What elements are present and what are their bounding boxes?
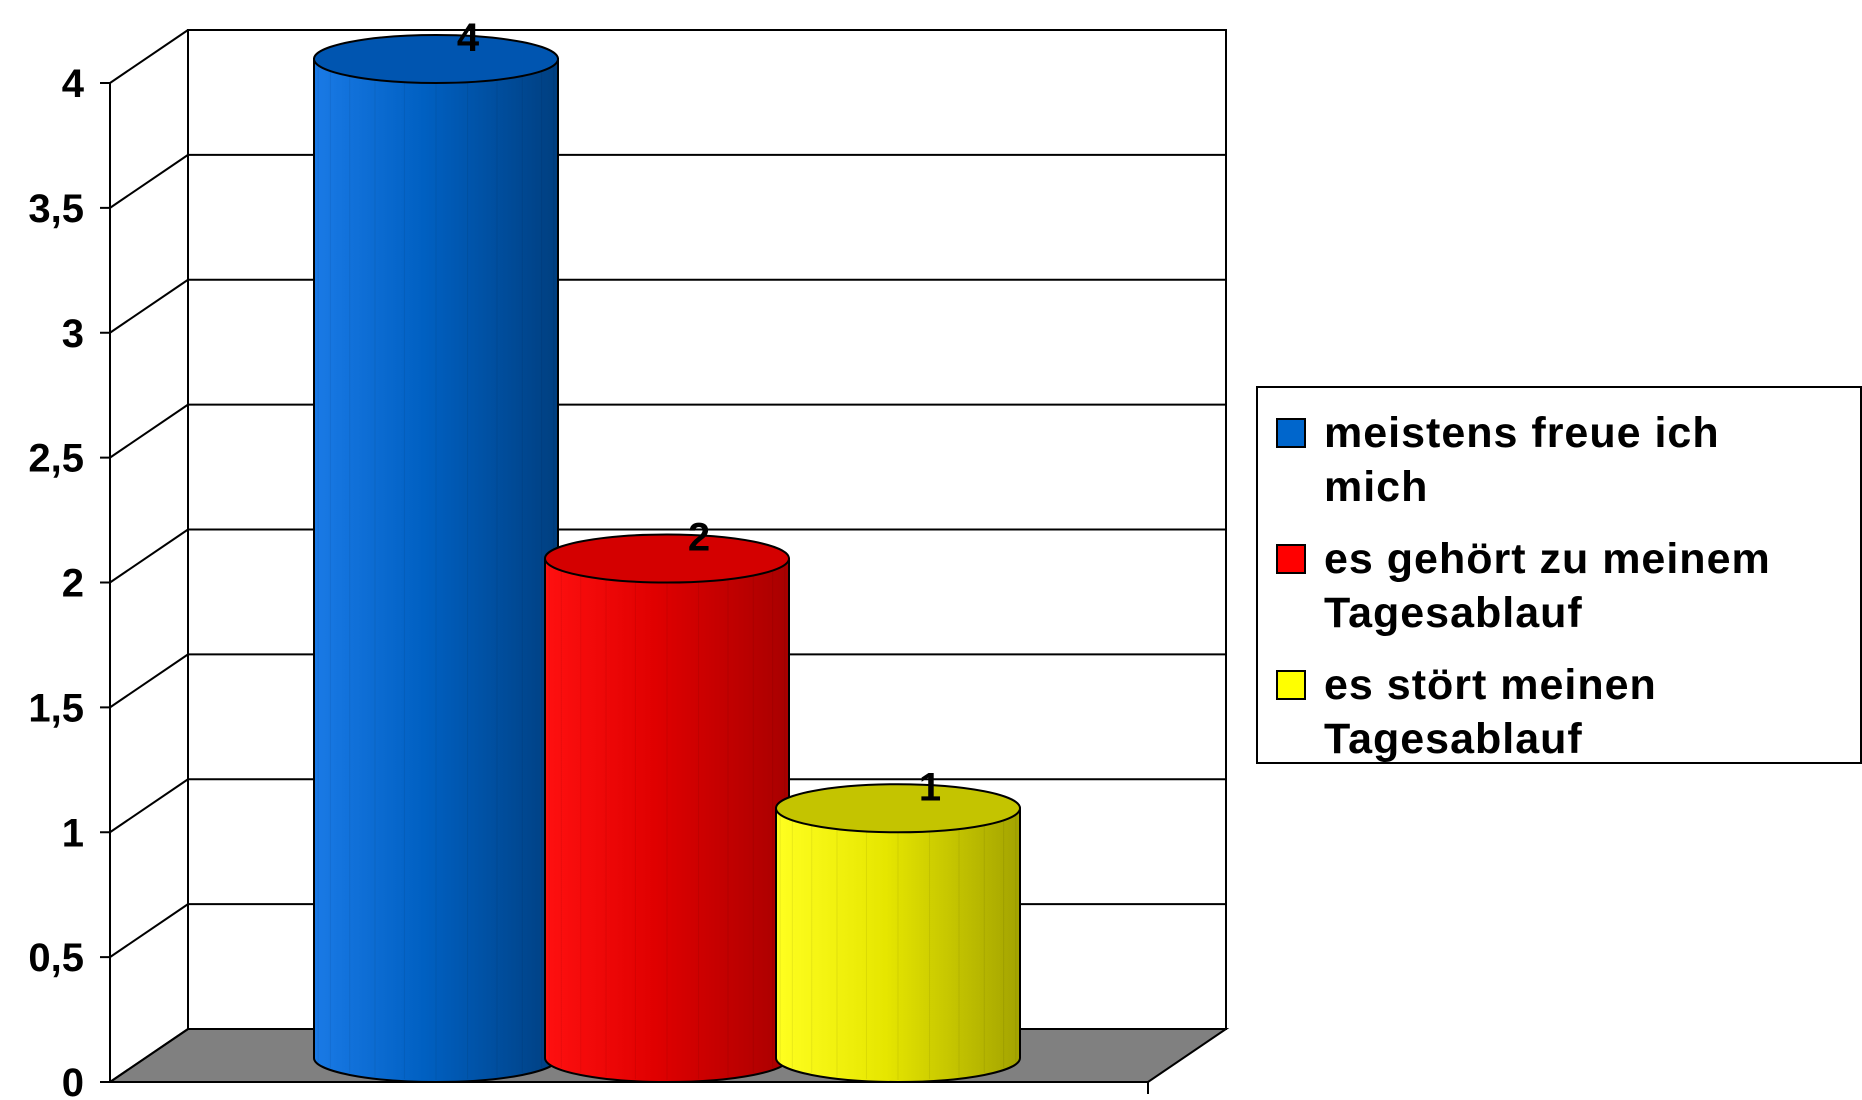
side-wall-line [109, 653, 189, 709]
side-wall-line [109, 903, 189, 958]
bar-body [313, 58, 559, 1083]
legend-swatch-yellow [1276, 670, 1306, 700]
legend-label-line1: meistens freue ich [1324, 409, 1720, 457]
y-tick-label: 0,5 [28, 936, 84, 980]
legend-label-line1: es stört meinen [1324, 661, 1657, 709]
y-tick-label: 3,5 [28, 187, 84, 231]
bar-2 [775, 783, 1021, 1083]
bar-body [775, 807, 1021, 1083]
y-tick-label: 2 [62, 562, 84, 606]
side-wall-line [109, 778, 189, 834]
data-label-1: 2 [688, 516, 710, 560]
bars [313, 34, 1021, 1083]
side-wall-line [109, 29, 189, 84]
legend-item-gehoert-zu: es gehört zu meinem Tagesablauf [1276, 532, 1850, 640]
bar-1 [544, 533, 790, 1083]
bar-0 [313, 34, 559, 1083]
data-labels: 4 2 1 [457, 16, 941, 809]
legend: meistens freue ich mich es gehört zu mei… [1256, 386, 1862, 764]
legend-label-line2: Tagesablauf [1324, 589, 1583, 637]
y-tick-label: 1 [62, 811, 84, 855]
legend-swatch-blue [1276, 418, 1306, 448]
data-label-0: 4 [457, 16, 480, 60]
side-wall-line [109, 403, 189, 459]
legend-item-stoert: es stört meinen Tagesablauf [1276, 658, 1850, 766]
y-tick-label: 4 [62, 62, 85, 106]
legend-item-meistens-freue: meistens freue ich mich [1276, 406, 1850, 514]
data-label-2: 1 [919, 765, 941, 809]
bar-top [313, 34, 559, 84]
legend-swatch-red [1276, 544, 1306, 574]
side-wall-line [109, 154, 189, 209]
y-tick-label: 2,5 [28, 437, 84, 481]
legend-label-line2: mich [1324, 463, 1429, 511]
side-wall-line [109, 1028, 189, 1083]
bar-top [775, 783, 1021, 834]
side-wall-line [109, 278, 189, 334]
y-tick-label: 0 [62, 1061, 84, 1100]
y-tick-label: 1,5 [28, 686, 84, 730]
bar-body [544, 557, 790, 1083]
bar-top [544, 533, 790, 584]
legend-label-line2: Tagesablauf [1324, 715, 1583, 763]
side-wall-line [109, 528, 189, 584]
y-tick-label: 3 [62, 312, 84, 356]
legend-label-line1: es gehört zu meinem [1324, 535, 1771, 583]
